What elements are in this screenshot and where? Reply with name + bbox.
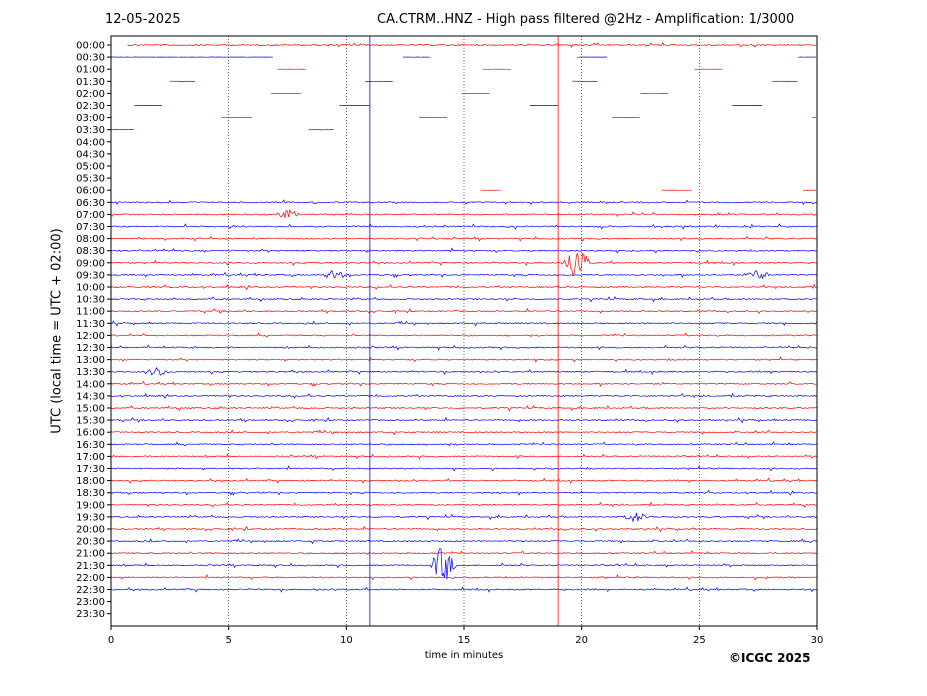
y-tick-label-0800: 08:00 <box>76 234 105 245</box>
y-tick-label-1500: 15:00 <box>76 404 105 415</box>
trace-1400-seg0 <box>110 380 817 387</box>
trace-2030-seg0 <box>110 538 817 545</box>
trace-1000-seg0 <box>110 283 817 290</box>
trace-1330-seg0 <box>111 366 817 376</box>
x-tick-label-25: 25 <box>693 635 706 646</box>
x-tick-label-30: 30 <box>811 635 824 646</box>
trace-1830-seg0 <box>110 489 817 496</box>
y-tick-label-2330: 23:30 <box>76 609 105 620</box>
y-tick-label-2100: 21:00 <box>76 549 105 560</box>
y-tick-label-1630: 16:30 <box>76 440 105 451</box>
y-tick-label-1730: 17:30 <box>76 464 105 475</box>
x-tick-label-20: 20 <box>575 635 588 646</box>
y-tick-label-1600: 16:00 <box>76 428 105 439</box>
y-tick-label-1400: 14:00 <box>76 379 105 390</box>
trace-0700-seg0 <box>110 208 817 219</box>
trace-2100-seg0 <box>110 550 817 556</box>
y-tick-label-0100: 01:00 <box>76 65 105 76</box>
copyright-label: ©ICGC 2025 <box>729 651 811 665</box>
trace-1730-seg0 <box>110 465 817 472</box>
y-tick-label-1530: 15:30 <box>76 416 105 427</box>
trace-0800-seg0 <box>110 235 817 242</box>
y-tick-label-0400: 04:00 <box>76 137 105 148</box>
trace-1600-seg0 <box>111 429 817 436</box>
trace-0830-seg0 <box>110 247 817 254</box>
y-tick-label-1900: 19:00 <box>76 500 105 511</box>
y-tick-label-2130: 21:30 <box>76 561 105 572</box>
trace-1900-seg0 <box>110 501 817 508</box>
trace-1130-seg0 <box>110 320 817 327</box>
trace-1300-seg0 <box>110 356 817 363</box>
trace-lines <box>110 41 817 593</box>
trace-0930-seg0 <box>110 269 817 280</box>
y-tick-label-0930: 09:30 <box>76 270 105 281</box>
y-tick-label-0630: 06:30 <box>76 198 105 209</box>
y-tick-label-0730: 07:30 <box>76 222 105 233</box>
y-tick-label-1000: 10:00 <box>76 283 105 294</box>
trace-1100-seg0 <box>110 307 817 314</box>
y-tick-label-2000: 20:00 <box>76 525 105 536</box>
y-tick-label-2300: 23:00 <box>76 597 105 608</box>
y-tick-label-0600: 06:00 <box>76 186 105 197</box>
trace-2130-seg0 <box>110 548 817 580</box>
trace-1930-seg0 <box>110 512 817 523</box>
trace-1500-seg0 <box>110 404 817 412</box>
grid-lines <box>228 36 700 626</box>
y-tick-label-1700: 17:00 <box>76 452 105 463</box>
y-tick-label-0700: 07:00 <box>76 210 105 221</box>
trace-0630-seg0 <box>110 199 817 206</box>
chart-title: CA.CTRM..HNZ - High pass filtered @2Hz -… <box>377 12 795 27</box>
y-tick-label-0130: 01:30 <box>76 77 105 88</box>
y-tick-label-1130: 11:30 <box>76 319 105 330</box>
y-tick-label-1300: 13:00 <box>76 355 105 366</box>
y-tick-label-1030: 10:30 <box>76 295 105 306</box>
y-tick-label-0200: 02:00 <box>76 89 105 100</box>
y-tick-label-0030: 00:30 <box>76 53 105 64</box>
y-ticks: 00:0000:3001:0001:3002:0002:3003:0003:30… <box>76 41 111 620</box>
y-tick-label-0900: 09:00 <box>76 258 105 269</box>
y-tick-label-1800: 18:00 <box>76 476 105 487</box>
y-tick-label-0830: 08:30 <box>76 246 105 257</box>
trace-2000-seg0 <box>110 525 817 533</box>
y-tick-label-2200: 22:00 <box>76 573 105 584</box>
y-tick-label-1830: 18:30 <box>76 488 105 499</box>
trace-1630-seg0 <box>110 441 817 447</box>
x-tick-label-10: 10 <box>340 635 353 646</box>
y-tick-label-0430: 04:30 <box>76 149 105 160</box>
trace-1700-seg0 <box>110 453 817 460</box>
vertical-spikes <box>369 36 559 626</box>
y-tick-label-0230: 02:30 <box>76 101 105 112</box>
y-tick-label-0530: 05:30 <box>76 174 105 185</box>
y-tick-label-1330: 13:30 <box>76 367 105 378</box>
y-tick-label-0500: 05:00 <box>76 162 105 173</box>
x-tick-label-0: 0 <box>108 635 114 646</box>
x-tick-label-5: 5 <box>225 635 231 646</box>
y-tick-label-1230: 12:30 <box>76 343 105 354</box>
trace-2230-seg0 <box>110 586 817 593</box>
y-tick-label-2230: 22:30 <box>76 585 105 596</box>
y-tick-label-1200: 12:00 <box>76 331 105 342</box>
trace-2200-seg0 <box>111 574 817 581</box>
trace-1030-seg0 <box>110 296 817 303</box>
trace-1230-seg0 <box>110 344 817 351</box>
y-tick-label-0300: 03:00 <box>76 113 105 124</box>
date-label: 12-05-2025 <box>105 12 181 27</box>
trace-1800-seg0 <box>110 477 817 484</box>
x-ticks: 0 5 10 15 20 25 30 <box>108 626 824 646</box>
x-axis-label: time in minutes <box>424 650 504 661</box>
y-tick-label-1100: 11:00 <box>76 307 105 318</box>
trace-1530-seg0 <box>110 416 817 424</box>
x-tick-label-15: 15 <box>458 635 471 646</box>
y-tick-label-0330: 03:30 <box>76 125 105 136</box>
trace-0730-seg0 <box>110 223 817 230</box>
trace-0900-seg0 <box>110 252 817 277</box>
y-tick-label-0000: 00:00 <box>76 41 105 52</box>
trace-1200-seg0 <box>110 332 817 338</box>
trace-1430-seg0 <box>110 392 817 399</box>
y-tick-label-2030: 20:30 <box>76 537 105 548</box>
trace-0000-seg0 <box>127 41 817 48</box>
y-tick-label-1930: 19:30 <box>76 512 105 523</box>
y-tick-label-1430: 14:30 <box>76 391 105 402</box>
